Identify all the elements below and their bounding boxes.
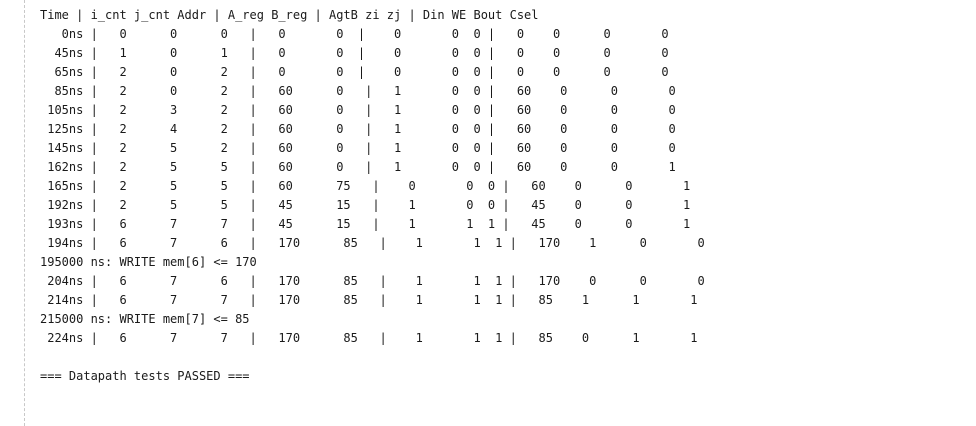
- log-line: 214ns | 6 7 7 | 170 85 | 1 1 1 | 85 1 1 …: [40, 293, 698, 307]
- log-line: 0ns | 0 0 0 | 0 0 | 0 0 0 | 0 0 0 0: [40, 27, 669, 41]
- log-line: 105ns | 2 3 2 | 60 0 | 1 0 0 | 60 0 0 0: [40, 103, 676, 117]
- log-write-line: 215000 ns: WRITE mem[7] <= 85: [40, 312, 250, 326]
- log-header-line: Time | i_cnt j_cnt Addr | A_reg B_reg | …: [40, 8, 539, 22]
- log-line: 224ns | 6 7 7 | 170 85 | 1 1 1 | 85 0 1 …: [40, 331, 698, 345]
- log-line: 192ns | 2 5 5 | 45 15 | 1 0 0 | 45 0 0 1: [40, 198, 691, 212]
- log-line: 125ns | 2 4 2 | 60 0 | 1 0 0 | 60 0 0 0: [40, 122, 676, 136]
- log-line: 162ns | 2 5 5 | 60 0 | 1 0 0 | 60 0 0 1: [40, 160, 676, 174]
- log-line: 204ns | 6 7 6 | 170 85 | 1 1 1 | 170 0 0…: [40, 274, 705, 288]
- simulation-log: Time | i_cnt j_cnt Addr | A_reg B_reg | …: [40, 6, 705, 386]
- gutter-divider: [24, 0, 25, 426]
- log-write-line: 195000 ns: WRITE mem[6] <= 170: [40, 255, 257, 269]
- log-line: 165ns | 2 5 5 | 60 75 | 0 0 0 | 60 0 0 1: [40, 179, 691, 193]
- log-line: 145ns | 2 5 2 | 60 0 | 1 0 0 | 60 0 0 0: [40, 141, 676, 155]
- log-blank-line: [40, 348, 705, 367]
- log-line: 193ns | 6 7 7 | 45 15 | 1 1 1 | 45 0 0 1: [40, 217, 691, 231]
- log-line: 194ns | 6 7 6 | 170 85 | 1 1 1 | 170 1 0…: [40, 236, 705, 250]
- log-line: 65ns | 2 0 2 | 0 0 | 0 0 0 | 0 0 0 0: [40, 65, 669, 79]
- log-line: 85ns | 2 0 2 | 60 0 | 1 0 0 | 60 0 0 0: [40, 84, 676, 98]
- log-result-line: === Datapath tests PASSED ===: [40, 369, 250, 383]
- log-line: 45ns | 1 0 1 | 0 0 | 0 0 0 | 0 0 0 0: [40, 46, 669, 60]
